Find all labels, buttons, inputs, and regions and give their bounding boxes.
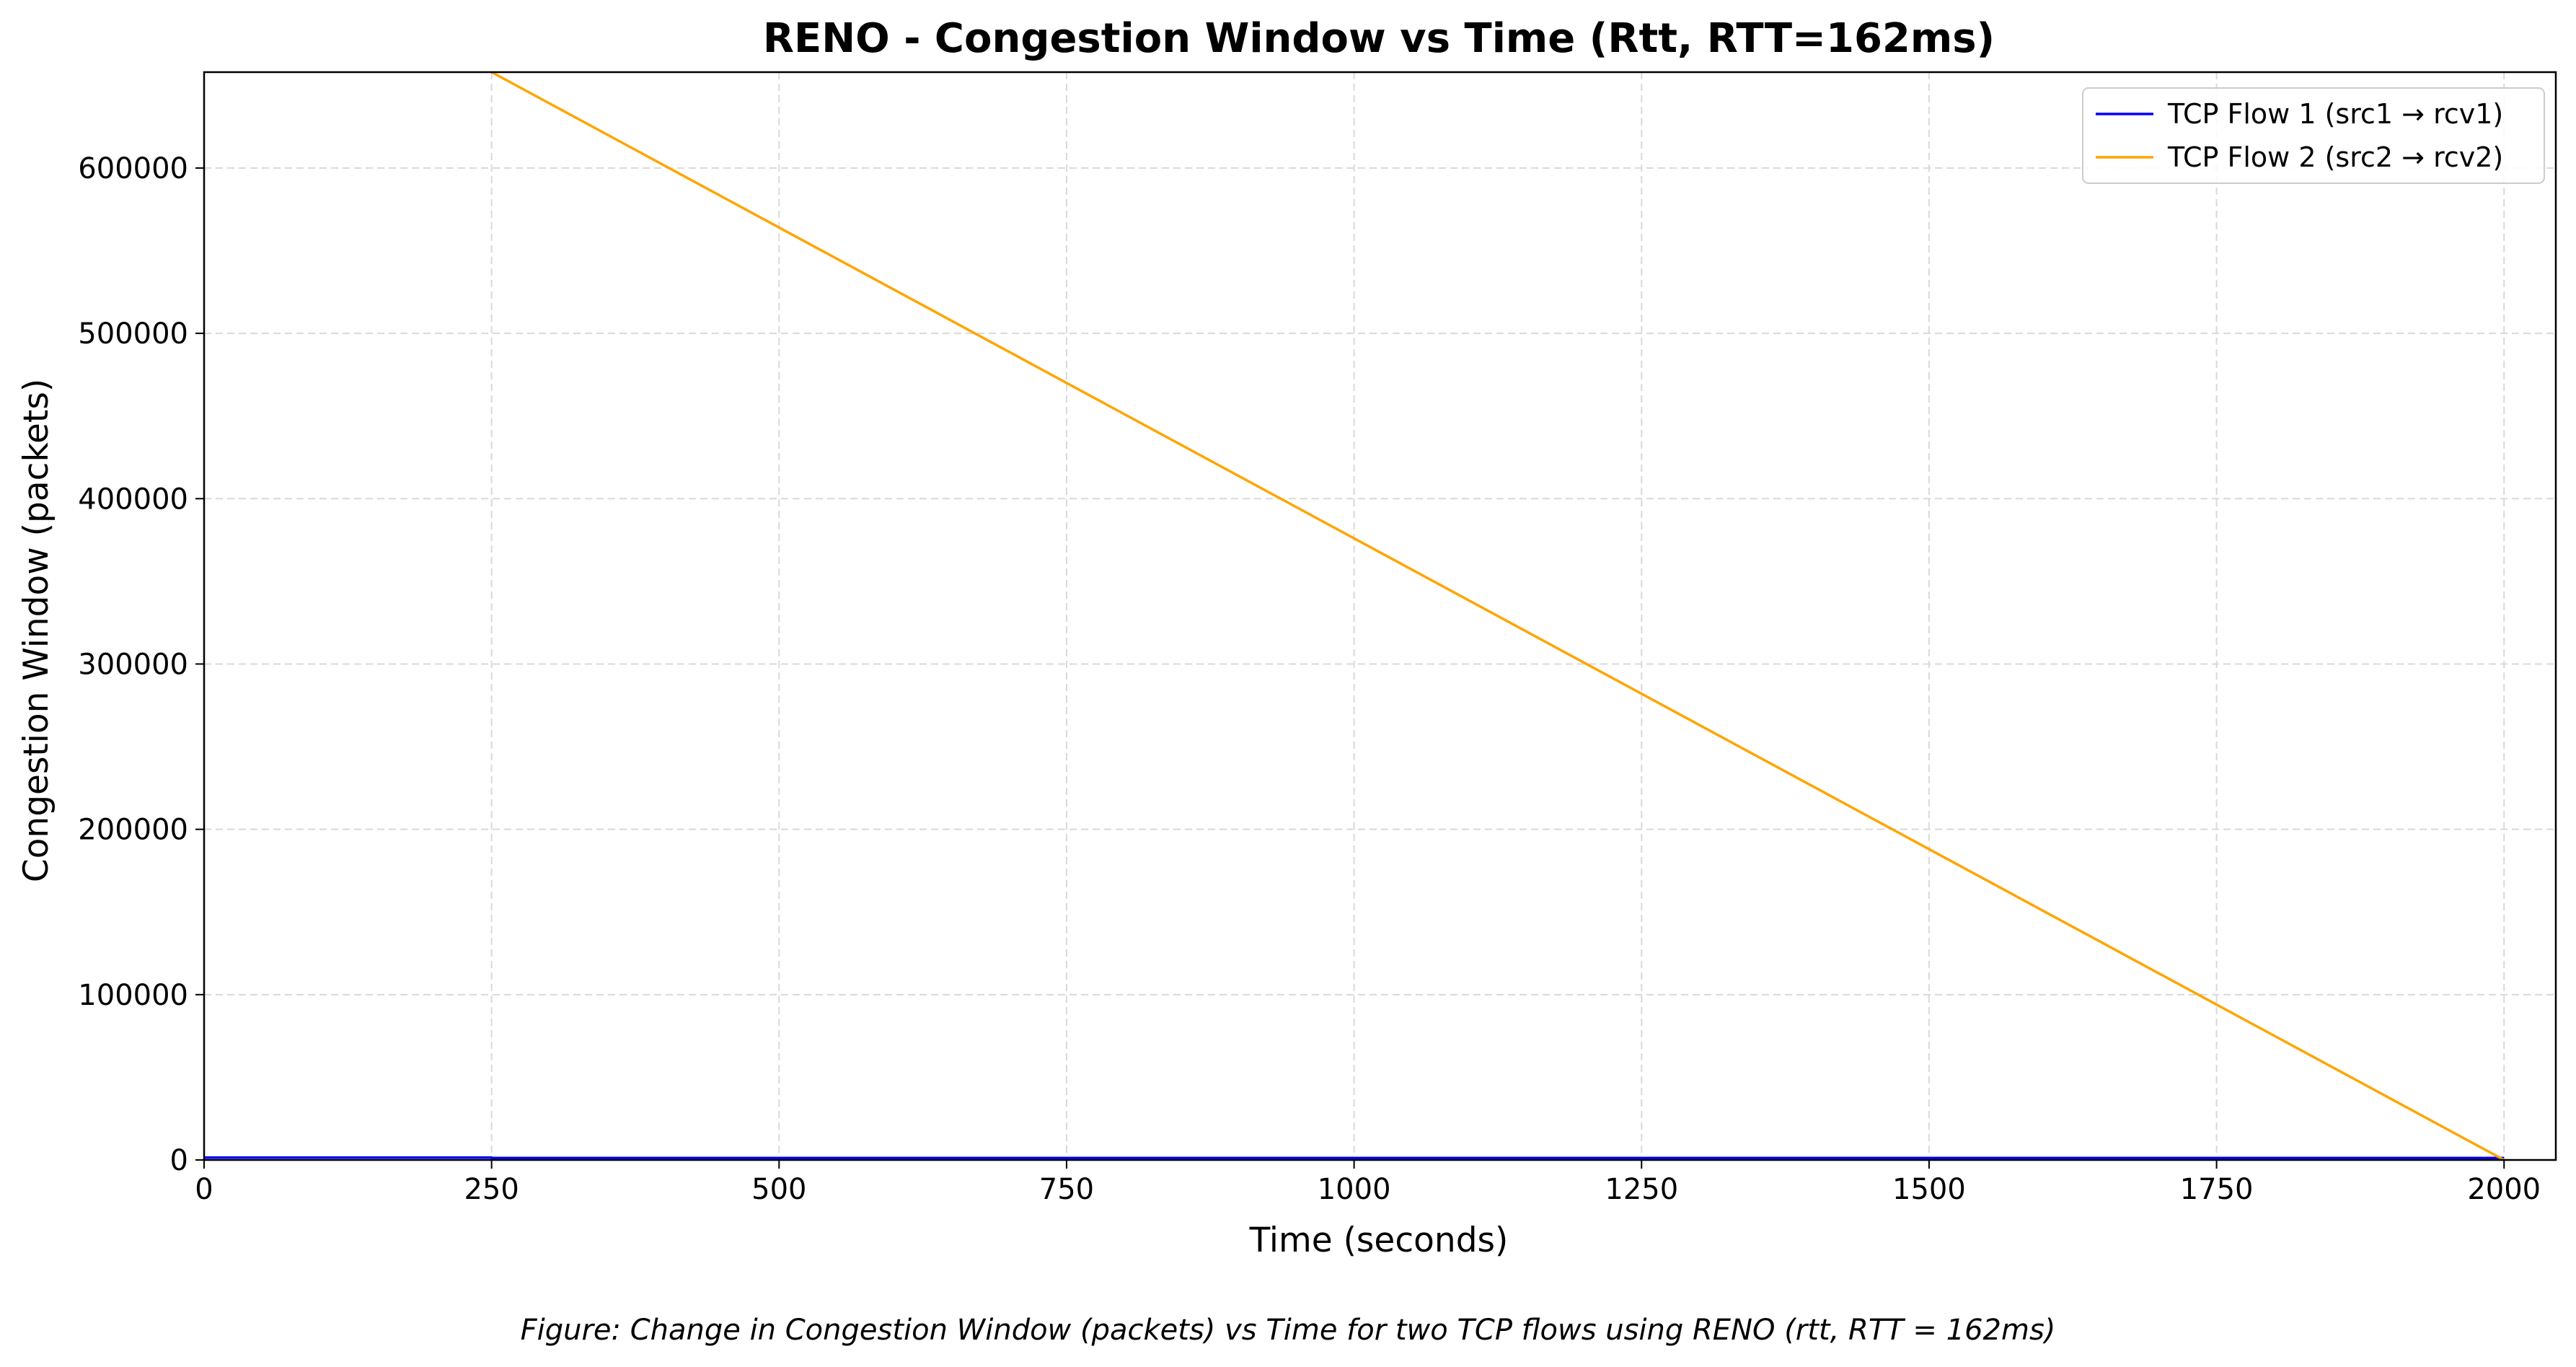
legend-label-1: TCP Flow 1 (src1 → rcv1) bbox=[2167, 98, 2503, 130]
x-tick-label: 1000 bbox=[1318, 1173, 1391, 1206]
y-tick-label: 600000 bbox=[78, 152, 188, 185]
y-tick-label: 300000 bbox=[78, 648, 188, 681]
figure-caption: Figure: Change in Congestion Window (pac… bbox=[521, 1314, 2056, 1347]
legend: TCP Flow 1 (src1 → rcv1) TCP Flow 2 (src2… bbox=[2082, 87, 2545, 184]
x-tick-label: 500 bbox=[751, 1173, 806, 1206]
series-line-2 bbox=[490, 71, 2505, 1161]
series-layer bbox=[204, 71, 2505, 1161]
x-tick-label: 1750 bbox=[2180, 1173, 2254, 1206]
x-tick-label: 250 bbox=[464, 1173, 519, 1206]
axis-ticks: 0 250 500 750 1000 1250 1500 1750 2000 0 100000 200… bbox=[78, 152, 2541, 1206]
series-line-1 bbox=[204, 1156, 2505, 1159]
plot-frame bbox=[203, 71, 2557, 1161]
y-tick-label: 100000 bbox=[78, 979, 188, 1012]
legend-box bbox=[2082, 87, 2545, 184]
y-axis-label: Congestion Window (packets) bbox=[17, 379, 56, 882]
y-tick-label: 0 bbox=[170, 1144, 188, 1177]
legend-label-2: TCP Flow 2 (src2 → rcv2) bbox=[2167, 141, 2503, 173]
x-tick-label: 1500 bbox=[1892, 1173, 1966, 1206]
y-tick-label: 400000 bbox=[78, 483, 188, 516]
x-tick-label: 1250 bbox=[1605, 1173, 1678, 1206]
x-tick-label: 2000 bbox=[2467, 1173, 2541, 1206]
x-axis-label: Time (seconds) bbox=[1249, 1221, 1509, 1260]
y-tick-label: 500000 bbox=[78, 317, 188, 351]
x-tick-label: 750 bbox=[1039, 1173, 1094, 1206]
y-tick-label: 200000 bbox=[78, 814, 188, 847]
x-tick-label: 0 bbox=[195, 1173, 213, 1206]
grid bbox=[203, 72, 2556, 1161]
chart-title: RENO - Congestion Window vs Time (Rtt, R… bbox=[763, 15, 1995, 62]
